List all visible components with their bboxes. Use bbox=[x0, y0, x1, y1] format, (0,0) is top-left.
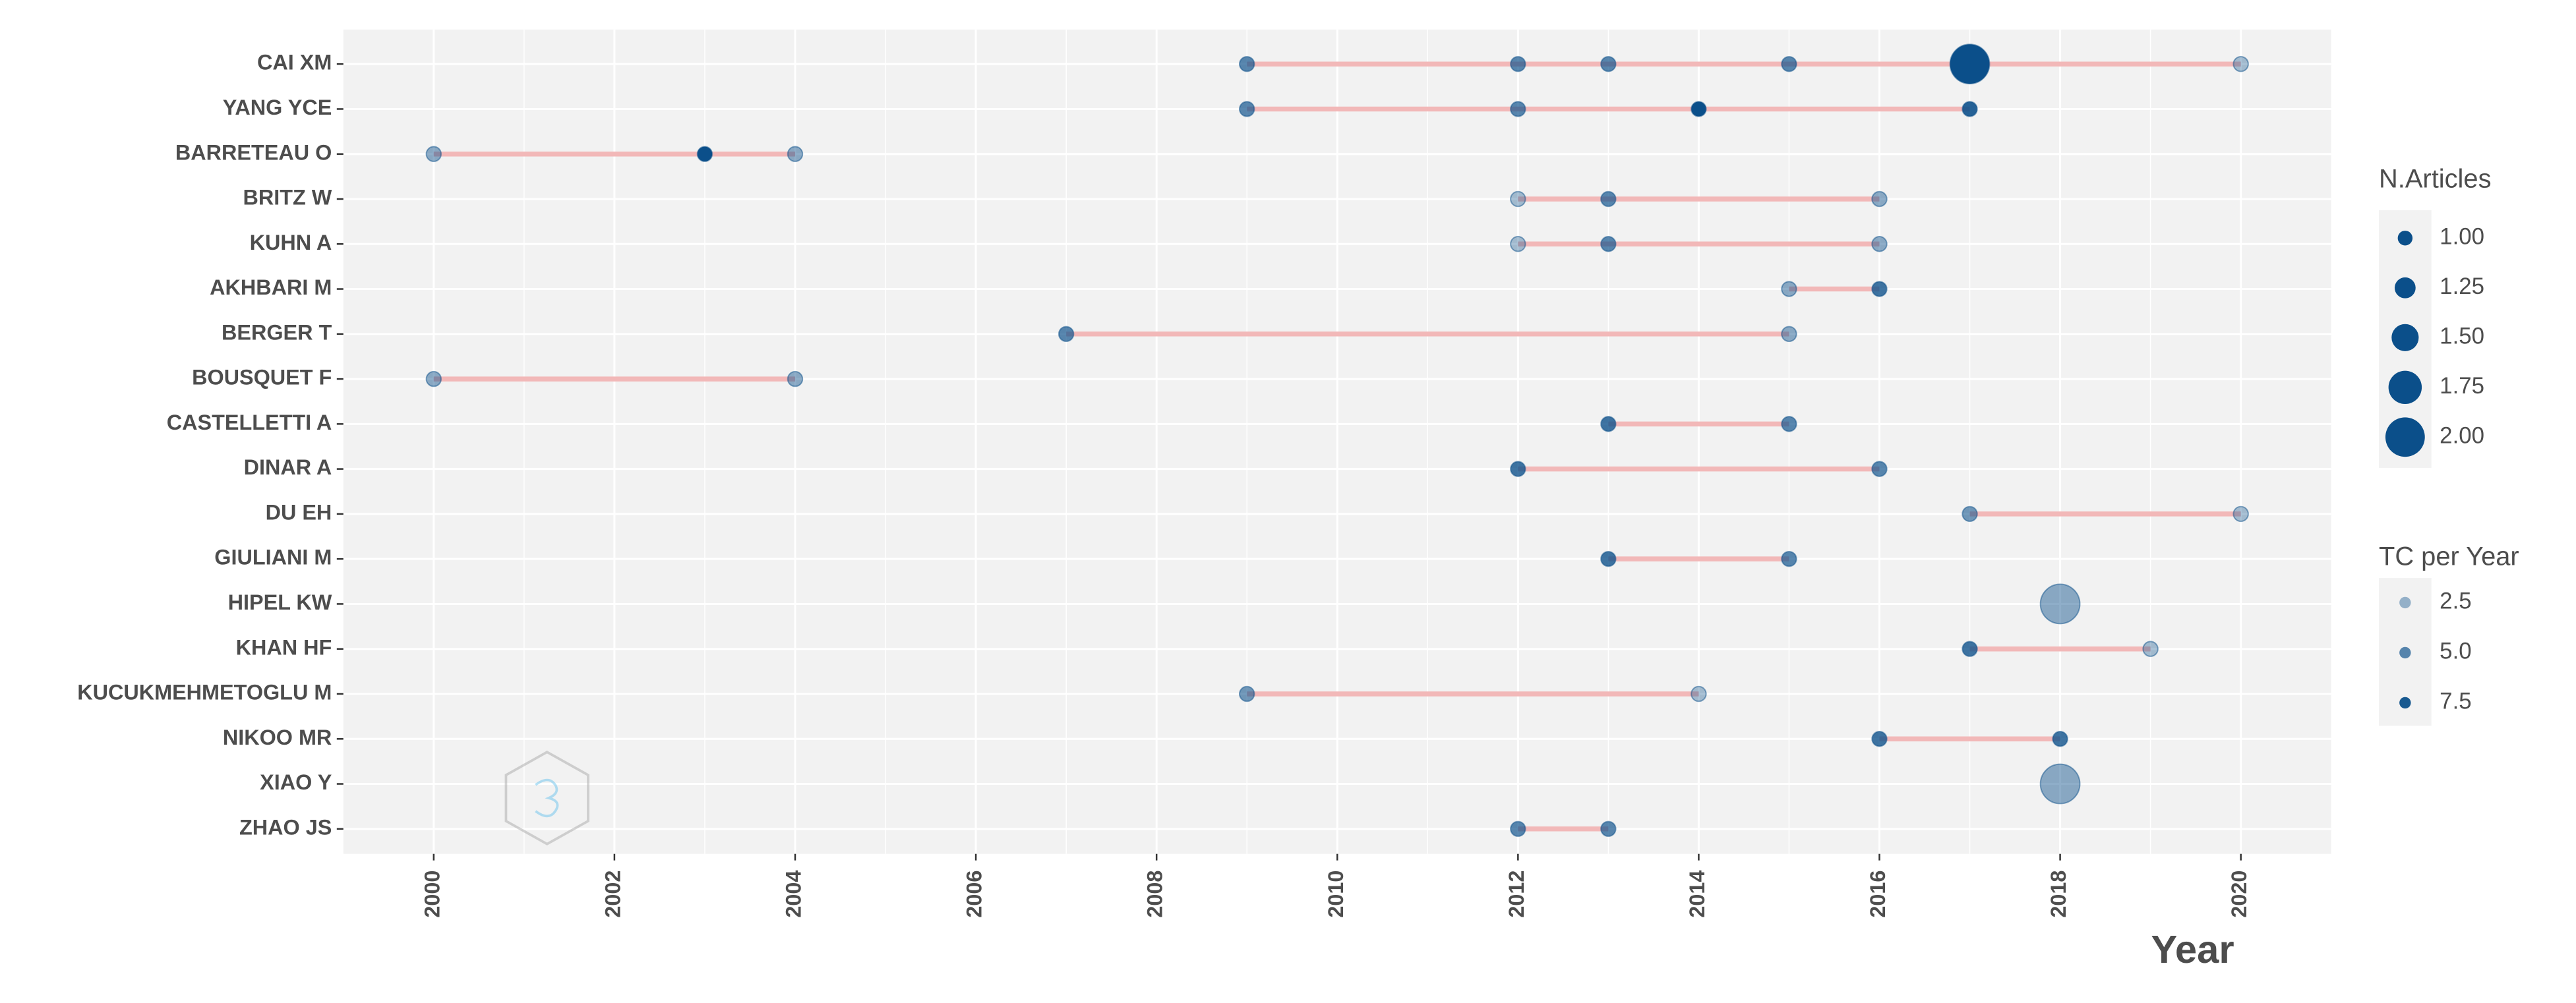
watermark bbox=[504, 751, 589, 845]
chart-body: 2000 2002 2004 2006 2008 2010 2012 2014 2016 2018… bbox=[77, 29, 2519, 971]
article-point bbox=[1510, 190, 1526, 208]
alpha-legend-label: 5.0 bbox=[2440, 639, 2471, 664]
y-tick-label: KUHN A bbox=[250, 231, 332, 254]
article-point bbox=[1510, 55, 1526, 72]
article-point bbox=[1871, 236, 1888, 252]
y-tick-label: XIAO Y bbox=[260, 770, 332, 794]
size-legend-label: 2.00 bbox=[2440, 423, 2484, 449]
article-point bbox=[425, 146, 442, 162]
y-tick-label: DU EH bbox=[266, 500, 332, 524]
article-point bbox=[1691, 101, 1707, 117]
article-point bbox=[1871, 731, 1888, 747]
size-legend-label: 1.75 bbox=[2440, 373, 2484, 399]
x-tick-label: 2010 bbox=[1324, 871, 1348, 918]
alpha-legend-label: 7.5 bbox=[2440, 689, 2471, 714]
x-tick-label: 2016 bbox=[1866, 871, 1890, 918]
article-point bbox=[1781, 281, 1797, 297]
article-point bbox=[1238, 101, 1255, 117]
y-tick-label: NIKOO MR bbox=[223, 726, 332, 749]
article-point bbox=[1600, 236, 1617, 252]
x-tick-label: 2012 bbox=[1505, 871, 1528, 918]
marks bbox=[425, 43, 2249, 838]
article-point bbox=[1510, 101, 1526, 117]
alpha-legend-title: TC per Year bbox=[2379, 542, 2519, 571]
article-point bbox=[2142, 641, 2159, 657]
logo-hexagon bbox=[504, 751, 589, 845]
size-legend-label: 1.50 bbox=[2440, 324, 2484, 349]
y-tick-label: KHAN HF bbox=[236, 635, 332, 659]
article-point bbox=[1510, 820, 1526, 838]
article-point bbox=[1962, 505, 1978, 523]
article-point bbox=[1962, 641, 1978, 657]
article-point bbox=[1600, 820, 1617, 838]
legend: 1.00 1.25 1.50 1.75 2.00 2.5 5.0 7.5 bbox=[2385, 224, 2484, 714]
y-tick-label: BOUSQUET F bbox=[192, 366, 332, 389]
article-point bbox=[2232, 505, 2249, 523]
article-point bbox=[1781, 550, 1797, 567]
article-point bbox=[1871, 190, 1888, 208]
x-tick-label: 2014 bbox=[1685, 871, 1709, 918]
y-tick-label: YANG YCE bbox=[223, 96, 332, 119]
x-tick-label: 2008 bbox=[1143, 871, 1167, 918]
article-point bbox=[1238, 55, 1255, 72]
size-legend-key bbox=[2394, 277, 2416, 299]
size-legend-key bbox=[2397, 231, 2413, 246]
y-tick-label: ZHAO JS bbox=[239, 815, 332, 839]
x-tick-label: 2018 bbox=[2047, 871, 2070, 918]
article-point bbox=[787, 370, 804, 387]
y-tick-label: HIPEL KW bbox=[228, 590, 332, 614]
y-tick-label: KUCUKMEHMETOGLU M bbox=[77, 681, 332, 704]
article-point bbox=[1949, 43, 1991, 85]
y-tick-label: BARRETEAU O bbox=[175, 140, 332, 164]
article-point bbox=[1510, 236, 1526, 252]
x-tick-label: 2000 bbox=[420, 871, 444, 918]
article-point bbox=[1600, 416, 1617, 432]
alpha-legend-key bbox=[2399, 697, 2411, 709]
size-legend-title: N.Articles bbox=[2379, 165, 2492, 194]
alpha-legend-key bbox=[2399, 596, 2411, 609]
article-point bbox=[1781, 416, 1797, 432]
article-point bbox=[425, 370, 442, 387]
y-tick-label: BRITZ W bbox=[243, 186, 332, 210]
article-point bbox=[1871, 281, 1888, 297]
article-point bbox=[1510, 461, 1526, 477]
article-point bbox=[1781, 55, 1797, 72]
article-point bbox=[1238, 685, 1255, 702]
size-legend-key bbox=[2391, 324, 2419, 351]
article-point bbox=[2039, 763, 2081, 805]
size-legend-label: 1.25 bbox=[2440, 273, 2484, 299]
x-tick-label: 2006 bbox=[963, 871, 986, 918]
y-tick-label: GIULIANI M bbox=[214, 546, 332, 569]
alpha-legend-key bbox=[2399, 646, 2411, 659]
article-point bbox=[1058, 326, 1075, 343]
x-axis-label: Year bbox=[2151, 927, 2234, 971]
x-tick-label: 2002 bbox=[601, 871, 624, 918]
x-tick-label: 2020 bbox=[2227, 871, 2251, 918]
alpha-legend-label: 2.5 bbox=[2440, 588, 2471, 614]
y-tick-label: CAI XM bbox=[257, 51, 332, 74]
article-point bbox=[1600, 190, 1617, 208]
article-point bbox=[787, 146, 804, 162]
logo-mark bbox=[535, 778, 559, 818]
article-point bbox=[696, 146, 713, 162]
y-tick-label: BERGER T bbox=[222, 320, 332, 344]
article-point bbox=[2232, 55, 2249, 72]
article-point bbox=[1962, 101, 1978, 117]
article-point bbox=[1781, 326, 1797, 343]
article-point bbox=[1871, 461, 1888, 477]
article-point bbox=[1600, 55, 1617, 72]
y-tick-label: CASTELLETTI A bbox=[167, 411, 332, 434]
x-tick-label: 2004 bbox=[782, 871, 806, 918]
article-point bbox=[2052, 731, 2068, 747]
size-legend-key bbox=[2388, 370, 2422, 405]
y-tick-label: DINAR A bbox=[244, 455, 332, 479]
size-legend-label: 1.00 bbox=[2440, 224, 2484, 250]
article-point bbox=[1691, 685, 1707, 702]
article-point bbox=[1600, 550, 1617, 567]
size-legend-key bbox=[2385, 417, 2425, 457]
y-tick-label: AKHBARI M bbox=[210, 275, 332, 299]
article-point bbox=[2039, 583, 2081, 625]
